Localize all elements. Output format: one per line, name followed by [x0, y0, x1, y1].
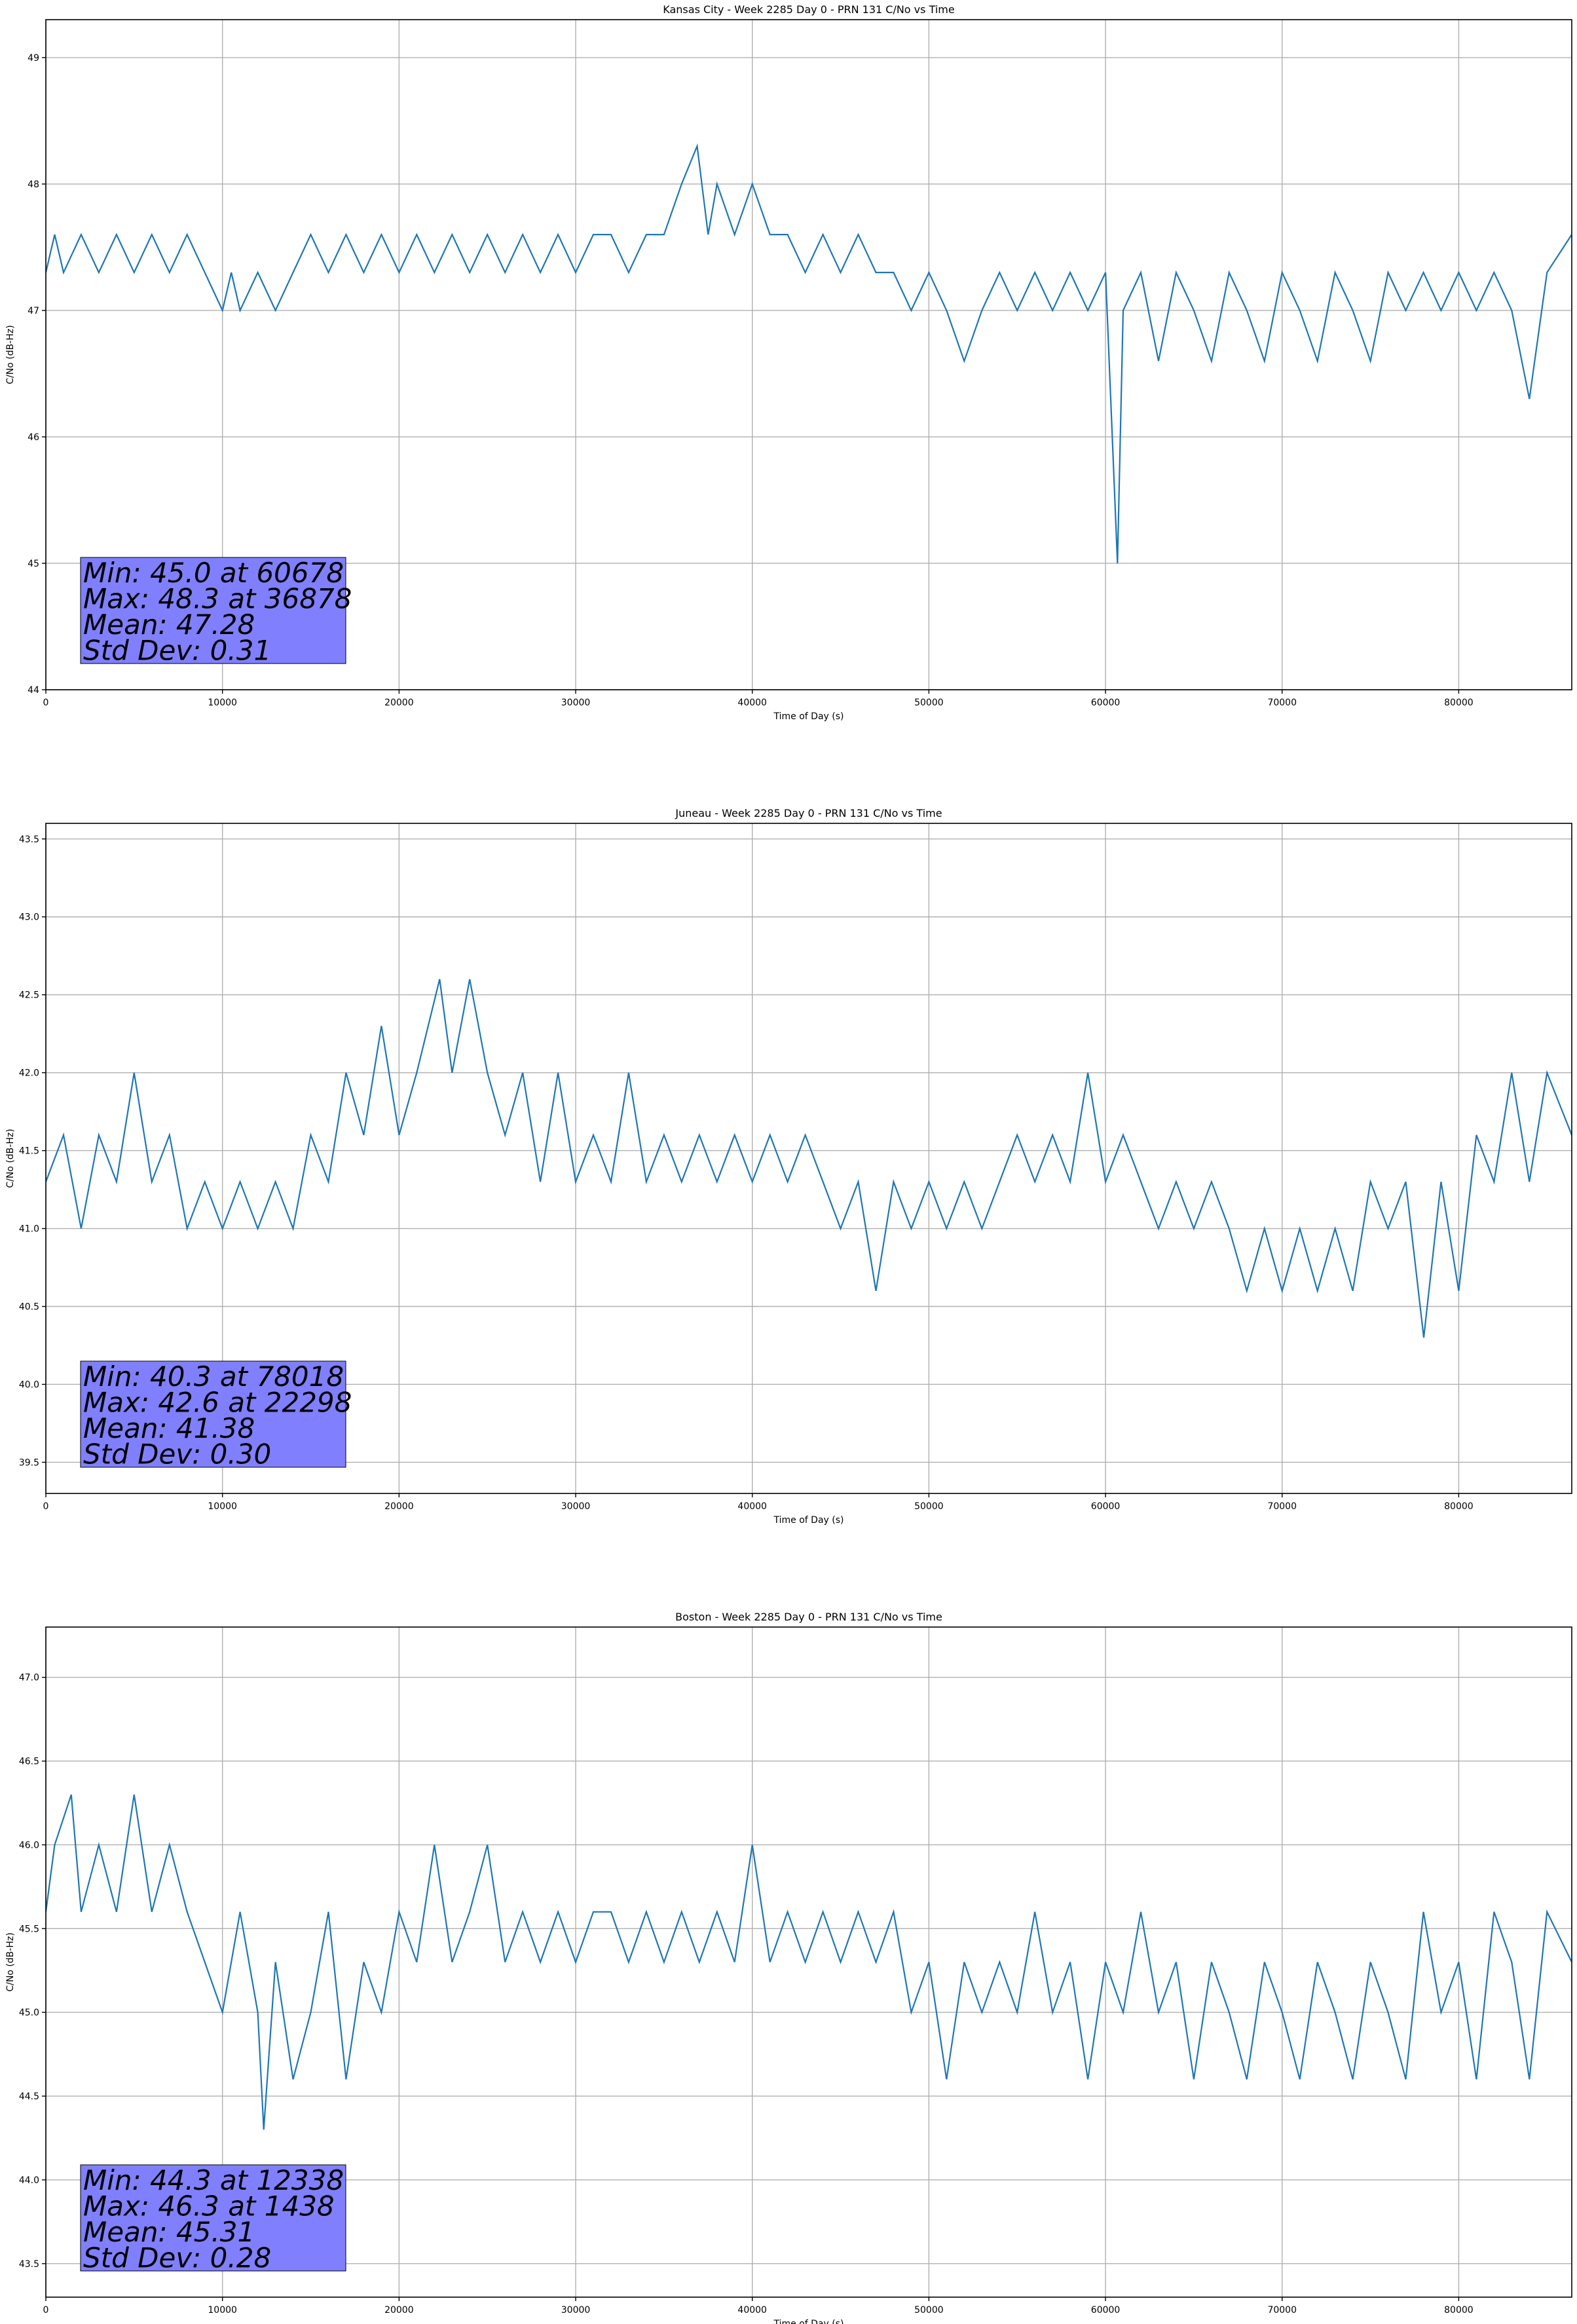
y-tick-label: 42.0 — [19, 1068, 39, 1079]
x-tick-label: 70000 — [1267, 698, 1297, 708]
stats-line: Mean: 45.31 — [83, 2216, 255, 2248]
x-tick-label: 20000 — [384, 2305, 414, 2315]
y-tick-label: 49 — [28, 53, 39, 64]
x-axis-label: Time of Day (s) — [773, 1515, 844, 1526]
series-line-cno — [46, 979, 1572, 1338]
x-tick-label: 80000 — [1444, 698, 1474, 708]
series-line-cno — [46, 143, 1572, 564]
x-tick-label: 0 — [43, 698, 49, 708]
y-tick-label: 45 — [28, 559, 39, 569]
stats-line: Max: 42.6 at 22298 — [83, 1387, 352, 1419]
stats-line: Max: 48.3 at 36878 — [83, 583, 352, 615]
y-tick-label: 40.0 — [19, 1379, 39, 1390]
x-tick-label: 20000 — [384, 1501, 414, 1512]
y-tick-label: 43.0 — [19, 912, 39, 923]
y-tick-label: 44.0 — [19, 2175, 39, 2186]
y-tick-label: 41.0 — [19, 1224, 39, 1235]
x-tick-label: 10000 — [208, 2305, 237, 2315]
y-tick-label: 45.5 — [19, 1924, 39, 1934]
x-tick-label: 40000 — [737, 1501, 767, 1512]
x-tick-label: 30000 — [561, 1501, 591, 1512]
y-tick-label: 39.5 — [19, 1457, 39, 1468]
x-tick-label: 40000 — [737, 2305, 767, 2315]
stats-line: Min: 45.0 at 60678 — [83, 557, 344, 589]
x-tick-label: 50000 — [914, 698, 944, 708]
stats-line: Std Dev: 0.30 — [83, 1438, 271, 1471]
y-tick-label: 41.5 — [19, 1146, 39, 1157]
y-tick-label: 47.0 — [19, 1673, 39, 1683]
stats-line: Min: 40.3 at 78018 — [83, 1360, 344, 1393]
y-tick-label: 46.5 — [19, 1757, 39, 1767]
x-axis-label: Time of Day (s) — [773, 711, 844, 722]
y-tick-label: 42.5 — [19, 990, 39, 1001]
y-tick-label: 44.5 — [19, 2091, 39, 2102]
x-axis-label: Time of Day (s) — [773, 2319, 844, 2324]
x-tick-label: 80000 — [1444, 2305, 1474, 2315]
stats-line: Mean: 47.28 — [83, 609, 255, 641]
chart-panel-1: 0 10000 20000 30000 40000 50000 60000 70000 8000… — [5, 3, 1572, 722]
stats-line: Std Dev: 0.28 — [83, 2242, 271, 2274]
x-tick-label: 20000 — [384, 698, 414, 708]
x-tick-label: 30000 — [561, 698, 591, 708]
chart-title: Boston - Week 2285 Day 0 - PRN 131 C/No … — [675, 1611, 942, 1623]
x-tick-label: 10000 — [208, 698, 237, 708]
y-tick-label: 40.5 — [19, 1302, 39, 1313]
chart-panel-2: 0 10000 20000 30000 40000 50000 60000 70000 8000… — [5, 807, 1572, 1526]
x-tick-label: 60000 — [1091, 2305, 1121, 2315]
y-tick-label: 47 — [28, 306, 39, 316]
y-axis-label: C/No (dB-Hz) — [5, 325, 16, 384]
stats-line: Mean: 41.38 — [83, 1412, 255, 1444]
x-tick-label: 0 — [43, 2305, 49, 2315]
stats-box — [80, 1360, 346, 1468]
y-axis-label: C/No (dB-Hz) — [5, 1129, 16, 1188]
x-tick-label: 80000 — [1444, 1501, 1474, 1512]
chart-title: Kansas City - Week 2285 Day 0 - PRN 131 … — [663, 3, 954, 16]
y-tick-label: 46 — [28, 432, 39, 443]
chart-panel-3: 0 10000 20000 30000 40000 50000 60000 70000 8000… — [5, 1611, 1572, 2324]
plot-frame — [45, 1626, 1572, 2298]
x-tick-label: 40000 — [737, 698, 767, 708]
x-tick-label: 50000 — [914, 2305, 944, 2315]
y-axis-label: C/No (dB-Hz) — [5, 1932, 16, 1991]
y-tick-label: 46.0 — [19, 1840, 39, 1850]
x-tick-label: 70000 — [1267, 2305, 1297, 2315]
x-tick-label: 60000 — [1091, 698, 1121, 708]
y-tick-label: 44 — [28, 685, 39, 696]
y-tick-label: 45.0 — [19, 2008, 39, 2018]
plot-frame — [45, 823, 1572, 1494]
chart-title: Juneau - Week 2285 Day 0 - PRN 131 C/No … — [675, 807, 942, 819]
stats-box — [80, 2164, 346, 2272]
y-tick-label: 48 — [28, 179, 39, 190]
plot-frame — [45, 19, 1572, 690]
x-tick-label: 60000 — [1091, 1501, 1121, 1512]
stats-line: Max: 46.3 at 1438 — [83, 2190, 335, 2222]
x-tick-label: 30000 — [561, 2305, 591, 2315]
x-tick-label: 50000 — [914, 1501, 944, 1512]
stats-line: Min: 44.3 at 12338 — [83, 2164, 344, 2196]
series-line-cno — [46, 1794, 1572, 2130]
y-tick-label: 43.5 — [19, 834, 39, 845]
y-tick-label: 43.5 — [19, 2259, 39, 2270]
x-tick-label: 10000 — [208, 1501, 237, 1512]
stats-line: Std Dev: 0.31 — [83, 635, 271, 667]
x-tick-label: 70000 — [1267, 1501, 1297, 1512]
stats-box — [80, 557, 346, 664]
x-tick-label: 0 — [43, 1501, 49, 1512]
